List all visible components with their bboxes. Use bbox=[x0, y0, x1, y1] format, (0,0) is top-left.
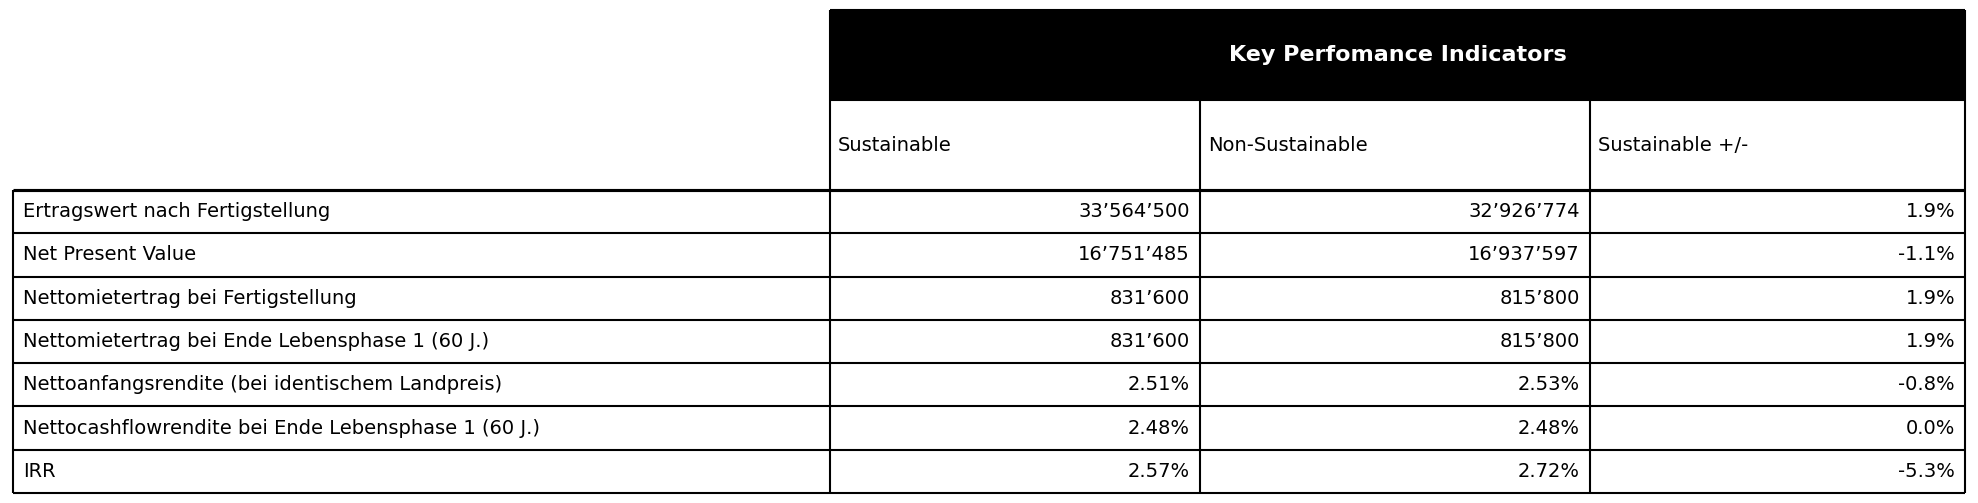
Text: 0.0%: 0.0% bbox=[1905, 418, 1954, 438]
Text: Non-Sustainable: Non-Sustainable bbox=[1209, 135, 1367, 154]
Text: -1.1%: -1.1% bbox=[1899, 245, 1954, 265]
Text: Key Perfomance Indicators: Key Perfomance Indicators bbox=[1228, 45, 1567, 65]
Bar bbox=[14, 320, 1964, 363]
Text: 815’800: 815’800 bbox=[1499, 289, 1580, 308]
Text: Nettomietertrag bei Ende Lebensphase 1 (60 J.): Nettomietertrag bei Ende Lebensphase 1 (… bbox=[24, 332, 489, 351]
Text: 2.53%: 2.53% bbox=[1517, 375, 1580, 394]
Text: 2.72%: 2.72% bbox=[1517, 462, 1580, 481]
Text: -5.3%: -5.3% bbox=[1899, 462, 1954, 481]
Text: 2.48%: 2.48% bbox=[1517, 418, 1580, 438]
Bar bbox=[14, 100, 1964, 190]
Bar bbox=[14, 233, 1964, 277]
Text: 1.9%: 1.9% bbox=[1905, 289, 1954, 308]
Text: Sustainable +/-: Sustainable +/- bbox=[1598, 135, 1749, 154]
Text: 831’600: 831’600 bbox=[1110, 289, 1191, 308]
Text: 16’751’485: 16’751’485 bbox=[1078, 245, 1191, 265]
Text: IRR: IRR bbox=[24, 462, 55, 481]
Text: 831’600: 831’600 bbox=[1110, 332, 1191, 351]
Text: 1.9%: 1.9% bbox=[1905, 202, 1954, 221]
Text: Ertragswert nach Fertigstellung: Ertragswert nach Fertigstellung bbox=[24, 202, 330, 221]
Bar bbox=[14, 450, 1964, 493]
Bar bbox=[14, 406, 1964, 450]
Bar bbox=[14, 10, 831, 100]
Text: 33’564’500: 33’564’500 bbox=[1078, 202, 1191, 221]
Text: Nettoanfangsrendite (bei identischem Landpreis): Nettoanfangsrendite (bei identischem Lan… bbox=[24, 375, 502, 394]
Bar bbox=[14, 277, 1964, 320]
Text: 815’800: 815’800 bbox=[1499, 332, 1580, 351]
Text: 2.51%: 2.51% bbox=[1127, 375, 1191, 394]
Text: 1.9%: 1.9% bbox=[1905, 332, 1954, 351]
Bar bbox=[14, 190, 1964, 233]
Text: Net Present Value: Net Present Value bbox=[24, 245, 196, 265]
Text: Nettocashflowrendite bei Ende Lebensphase 1 (60 J.): Nettocashflowrendite bei Ende Lebensphas… bbox=[24, 418, 540, 438]
Text: 16’937’597: 16’937’597 bbox=[1468, 245, 1580, 265]
Text: Sustainable: Sustainable bbox=[839, 135, 951, 154]
Text: 2.57%: 2.57% bbox=[1127, 462, 1191, 481]
Text: Nettomietertrag bei Fertigstellung: Nettomietertrag bei Fertigstellung bbox=[24, 289, 356, 308]
Text: -0.8%: -0.8% bbox=[1899, 375, 1954, 394]
Bar bbox=[831, 10, 1964, 100]
Bar bbox=[14, 363, 1964, 406]
Text: 32’926’774: 32’926’774 bbox=[1468, 202, 1580, 221]
Text: 2.48%: 2.48% bbox=[1127, 418, 1191, 438]
